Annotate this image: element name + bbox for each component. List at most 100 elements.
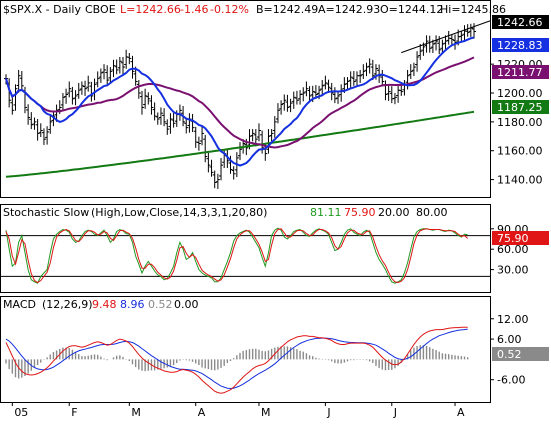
price-bar [323,75,328,90]
price-bar [212,170,217,189]
price-bar [155,112,160,125]
macd-badge: 0.52 [492,347,549,361]
price-bar [358,69,363,83]
price-bar [35,118,40,141]
price-bar [89,81,94,102]
price-bar [171,112,176,128]
price-bar [95,71,100,88]
macd-zero-label: 0.00 [174,298,199,311]
price-bar [26,104,31,125]
price-bar [51,111,56,127]
stoch-k-value: 81.11 [310,206,342,219]
price-bar [149,95,154,115]
x-tick-label: M [131,406,141,419]
price-bar [386,85,391,101]
stoch-title: Stochastic Slow [3,206,89,219]
price-bar [146,92,151,105]
price-bar [465,24,470,37]
price-bar [294,90,299,105]
price-bar [152,102,157,121]
sma-fast-badge-label: 1228.83 [497,39,543,52]
last-price-badge-bg [492,15,549,29]
macd-value: 9.48 [92,298,117,311]
header-high: Hi=1245.86 [440,3,506,16]
stoch-k-line [5,227,468,284]
macd-ytick-label: -6.00 [497,374,525,387]
macd-line [5,326,468,394]
price-bar [165,119,170,135]
price-bar [168,113,173,134]
header-ask: A=1242.93 [318,3,380,16]
stoch-badge-label: 75.90 [497,232,529,245]
price-bar [411,62,416,77]
last-price-badge: 1242.66 [492,15,549,29]
sma-slow-line [5,110,475,178]
macd-badge-bg [492,347,549,361]
stoch-lower-level: 20.00 [378,206,410,219]
price-bar [76,82,81,99]
price-bar [361,64,366,79]
macd-signal-line [5,328,468,390]
price-ytick-label: 1180.00 [497,116,543,129]
price-bar [459,30,464,43]
stoch-badge: 75.90 [492,231,549,245]
price-bar [184,118,189,134]
macd-ytick-label: 6.00 [497,333,522,346]
price-bar [209,159,214,177]
price-bar [250,129,255,142]
price-bar [418,43,423,60]
price-bar [367,58,372,74]
price-bar [139,90,144,115]
macd-signal-value: 8.96 [120,298,145,311]
stochastic-panel-frame [0,204,491,293]
price-bar [60,93,65,111]
price-bar [70,86,75,105]
price-bar [48,114,53,134]
price-bar [238,142,242,161]
price-ytick-label: 1160.00 [497,145,543,158]
last-price-badge-label: 1242.66 [497,16,543,29]
price-bar [443,35,448,51]
price-bar [215,173,220,189]
price-bar [364,62,369,77]
price-bar [345,77,350,90]
price-bar [231,166,236,180]
price-bar [275,103,280,124]
x-tick-label: 05 [14,406,28,419]
price-bar [203,134,208,163]
price-bar [332,87,337,104]
price-bar [200,126,205,146]
price-bar [86,75,91,92]
price-bar [434,35,439,51]
price-bar [291,91,296,109]
price-bar [162,108,167,127]
price-bar [79,81,84,95]
sma-slow-badge: 1187.25 [492,100,549,114]
price-bar [108,67,113,84]
price-bar [127,52,132,65]
x-tick-label: F [71,406,77,419]
stoch-params: (High,Low,Close,14,3,3,1,20,80) [91,206,267,219]
stoch-upper-level: 80.00 [416,206,448,219]
price-bar [29,112,34,130]
price-bar [32,117,37,130]
x-tick-label: J [326,406,330,419]
header-symbol: $SPX.X - Daily [3,3,81,16]
price-bar [219,157,224,181]
sma-fast-badge-bg [492,38,549,52]
price-bar [98,68,103,83]
macd-params: (12,26,9) [42,298,93,311]
price-bar [348,71,353,88]
header-change-pct: -0.12% [210,3,249,16]
price-bar [136,80,141,99]
sma-fast-badge: 1228.83 [492,38,549,52]
sma-slow-badge-bg [492,100,549,114]
stoch-ytick-label: 60.00 [497,243,529,256]
price-bar [117,56,122,74]
price-bar [336,91,341,104]
header-change: -1.46 [180,3,208,16]
price-bar [320,80,325,97]
x-tick-label: A [457,406,465,419]
x-tick-label: M [261,406,271,419]
price-bar [430,39,435,53]
